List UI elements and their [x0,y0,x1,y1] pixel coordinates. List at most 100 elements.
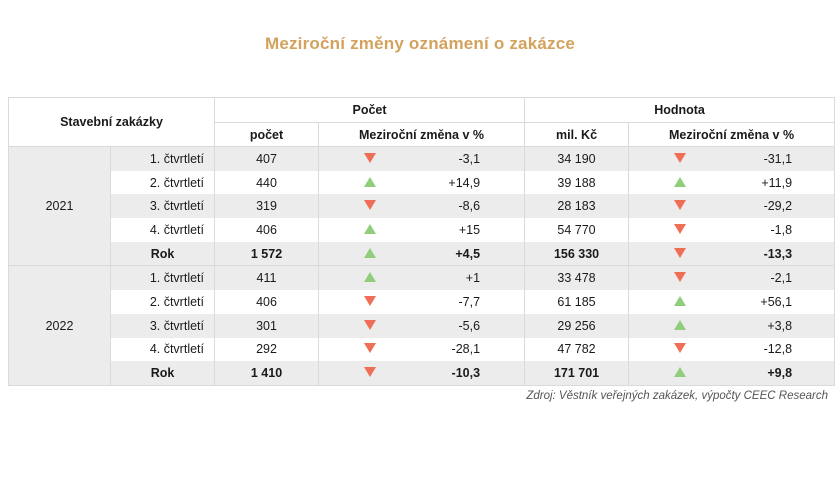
count-change-indicator [318,290,421,314]
count-cell: 319 [214,194,319,219]
value-change-indicator [628,218,731,242]
count-cell: 411 [214,265,319,291]
value-change-indicator [628,194,731,219]
value-change-indicator [628,241,731,267]
value-cell: 29 256 [524,313,629,338]
column-header-value-change: Meziroční změna v % [628,122,836,147]
count-change-indicator [318,218,421,242]
column-header-count: počet [214,122,319,147]
triangle-down-icon [363,343,376,354]
period-label: 2. čtvrtletí [110,170,215,195]
period-label: 1. čtvrtletí [110,146,215,171]
page-title: Meziroční změny oznámení o zakázce [264,34,576,53]
value-change-cell: +11,9 [761,175,793,190]
table-row: 3. čtvrtletí 301 -5,6 29 256 +3,8 [9,313,835,338]
triangle-up-icon [673,319,686,330]
triangle-up-icon [363,176,376,187]
table-row: 2022 1. čtvrtletí 411 +1 33 478 -2,1 [8,265,835,386]
year-label: 2022 [8,265,111,386]
count-change-indicator [318,194,421,219]
triangle-up-icon [673,176,686,187]
value-change-indicator [628,170,731,195]
count-cell: 301 [214,313,319,338]
triangle-up-icon [673,295,686,306]
table-row: 2021 1. čtvrtletí 407 -3,1 34 190 -31,1 [8,145,835,267]
count-cell: 406 [214,290,319,314]
triangle-down-icon [363,200,376,211]
value-cell: 34 190 [524,146,629,171]
period-label: 1. čtvrtletí [110,265,215,291]
count-change-cell: +4,5 [420,241,525,267]
count-change-cell: +15 [458,222,481,237]
count-change-indicator [318,313,421,338]
table-row: 4. čtvrtletí 292 -28,1 47 782 -12,8 [9,337,835,362]
period-label: 3. čtvrtletí [110,313,215,338]
count-cell: 1 572 [214,241,319,267]
period-label: 3. čtvrtletí [110,194,215,219]
column-header-value: mil. Kč [524,122,630,147]
triangle-down-icon [363,367,376,378]
value-cell: 156 330 [524,241,629,267]
value-change-cell: -2,1 [730,265,835,291]
table-row: 3. čtvrtletí 319 -8,6 28 183 -29,2 [9,194,835,219]
year-label: 2021 [8,145,111,267]
triangle-up-icon [363,247,376,258]
triangle-up-icon [363,223,376,234]
period-label: Rok [110,241,215,267]
source-note: Zdroj: Věstník veřejných zakázek, výpočt… [526,390,828,402]
table-row: 4. čtvrtletí 406 +15 54 770 -1,8 [9,218,835,242]
triangle-down-icon [363,295,376,306]
count-change-indicator [318,361,421,386]
count-change-cell: -10,3 [420,361,525,386]
count-change-cell: +14,9 [448,175,481,190]
table-row: 2. čtvrtletí 406 -7,7 61 185 +56,1 [9,290,835,314]
count-cell: 406 [214,218,319,242]
triangle-down-icon [673,247,686,258]
table-row: Rok 1 572 +4,5 156 330 -13,3 [9,241,835,267]
count-change-cell: -28,1 [451,342,481,357]
value-change-indicator [628,361,731,386]
count-change-indicator [318,170,421,195]
value-change-indicator [628,146,731,171]
period-label: 4. čtvrtletí [110,218,215,242]
value-change-indicator [628,265,731,291]
value-cell: 33 478 [524,265,629,291]
period-label: Rok [110,361,215,386]
triangle-down-icon [363,152,376,163]
count-cell: 1 410 [214,361,319,386]
value-change-cell: -1,8 [770,222,793,237]
count-cell: 440 [214,170,319,195]
group-header-count: Počet [213,97,526,123]
table-row: 2. čtvrtletí 440 +14,9 39 188 +11,9 [9,170,835,195]
value-cell: 171 701 [524,361,629,386]
triangle-up-icon [673,367,686,378]
row-header: Stavební zakázky [8,97,215,147]
count-change-cell: -8,6 [420,194,525,219]
period-label: 2. čtvrtletí [110,290,215,314]
count-change-cell: -7,7 [458,294,481,309]
triangle-down-icon [363,319,376,330]
value-cell: 61 185 [524,290,629,314]
period-label: 4. čtvrtletí [110,337,215,362]
count-change-cell: -3,1 [420,146,525,171]
count-change-cell: -5,6 [420,313,525,338]
value-cell: 54 770 [524,218,629,242]
value-change-cell: +3,8 [730,313,835,338]
value-change-indicator [628,313,731,338]
group-header-value: Hodnota [524,97,836,123]
count-change-indicator [318,241,421,267]
value-change-cell: -13,3 [730,241,835,267]
value-change-cell: -12,8 [763,342,793,357]
count-change-indicator [318,337,421,362]
data-table: Stavební zakázky Počet Hodnota počet Mez… [8,97,836,386]
count-cell: 407 [214,146,319,171]
value-change-indicator [628,337,731,362]
count-change-indicator [318,146,421,171]
count-cell: 292 [214,337,319,362]
count-change-indicator [318,265,421,291]
value-change-cell: +56,1 [760,294,793,309]
triangle-up-icon [363,272,376,283]
value-change-indicator [628,290,731,314]
table-body: 2021 1. čtvrtletí 407 -3,1 34 190 -31,1 2. čtv… [8,145,835,386]
triangle-down-icon [673,223,686,234]
